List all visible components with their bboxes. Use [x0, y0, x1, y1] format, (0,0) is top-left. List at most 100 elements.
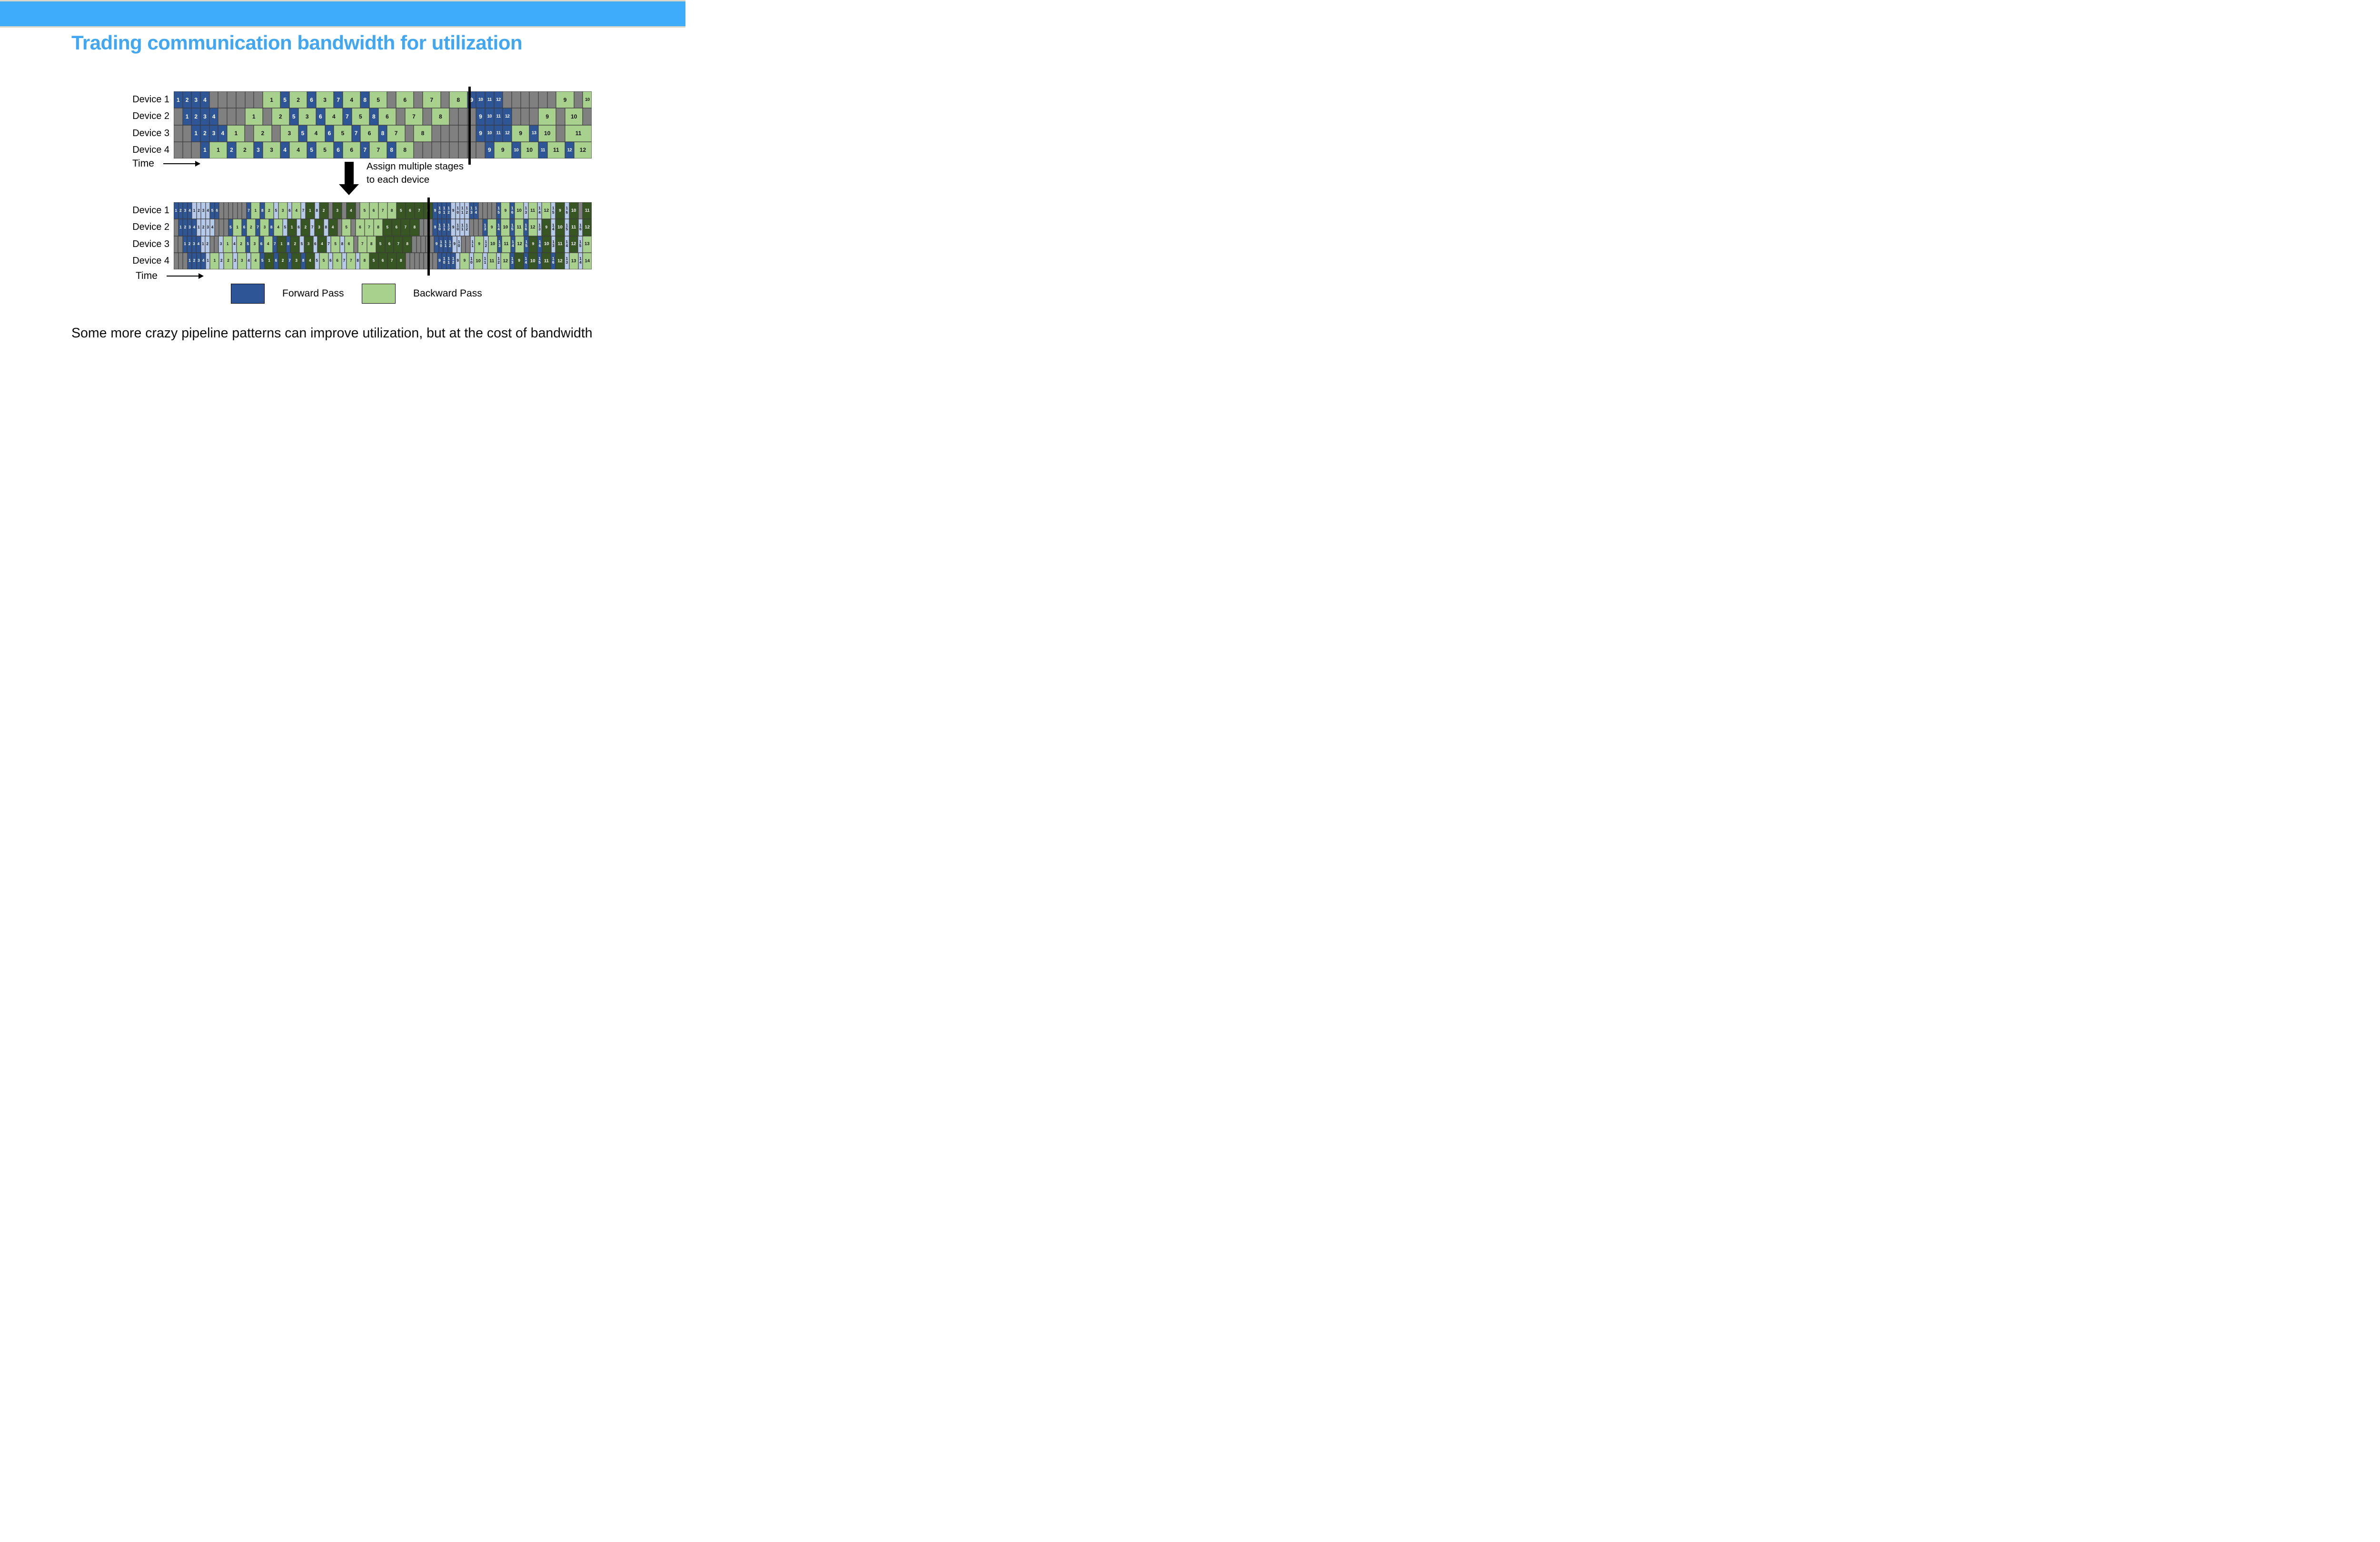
schedule-cell: 2: [183, 219, 188, 236]
schedule-cell: 4: [263, 236, 273, 253]
idle-cell: [236, 108, 245, 125]
schedule-cell: 7: [387, 252, 397, 269]
schedule-cell: 1 1: [446, 252, 451, 269]
schedule-row: 1234123456718253647182345678567891 01 11…: [174, 202, 592, 219]
schedule-cell: 3: [205, 219, 210, 236]
schedule-cell: 4: [187, 202, 192, 219]
schedule-cell: 3: [280, 125, 298, 142]
right-arrow-icon: [166, 273, 204, 278]
time-axis-top: Time: [132, 158, 200, 169]
schedule-cell: 6: [274, 252, 278, 269]
schedule-cell: 1 0: [455, 202, 460, 219]
schedule-cell: 1 3: [565, 252, 569, 269]
schedule-cell: 10: [515, 202, 524, 219]
schedule-cell: 7: [364, 219, 374, 236]
idle-cell: [414, 91, 423, 109]
idle-cell: [492, 202, 496, 219]
takeaway-text: Some more crazy pipeline patterns can im…: [71, 326, 593, 341]
schedule-cell: 1 2: [446, 202, 451, 219]
idle-cell: [228, 202, 233, 219]
schedule-cell: 7: [343, 108, 352, 125]
schedule-cell: 3: [191, 91, 201, 109]
idle-cell: [214, 219, 219, 236]
schedule-cell: 3: [250, 236, 259, 253]
schedule-cell: 11: [515, 219, 524, 236]
schedule-cell: 7: [378, 202, 387, 219]
schedule-cell: 1 2: [465, 202, 469, 219]
header-bar: [0, 1, 685, 26]
schedule-cell: 9: [451, 219, 456, 236]
schedule-cell: 2: [224, 252, 233, 269]
idle-cell: [428, 219, 433, 236]
schedule-cell: 9: [476, 108, 485, 125]
schedule-cell: 9: [501, 202, 510, 219]
schedule-cell: 6: [396, 91, 414, 109]
schedule-cell: 11: [547, 141, 565, 158]
idle-cell: [556, 108, 565, 125]
idle-cell: [396, 108, 405, 125]
schedule-cell: 1: [245, 108, 263, 125]
schedule-cell: 8: [314, 202, 319, 219]
idle-cell: [440, 125, 450, 142]
schedule-cell: 1: [210, 252, 219, 269]
schedule-cell: 3: [260, 219, 269, 236]
schedule-cell: 8: [260, 202, 265, 219]
schedule-cell: 1: [209, 141, 228, 158]
device-label: Device 3: [132, 128, 169, 138]
schedule-cell: 10: [474, 252, 483, 269]
schedule-cell: 4: [307, 125, 325, 142]
schedule-cell: 2: [182, 91, 192, 109]
schedule-cell: 9: [556, 91, 574, 109]
schedule-cell: 1 3: [469, 202, 474, 219]
schedule-cell: 5: [246, 236, 250, 253]
schedule-row: 1 2 3 4 1 2 5 3 6 4 7 5 8 6 7 8 9 10 11 12 9 10: [174, 108, 592, 125]
schedule-cell: 7: [387, 125, 405, 142]
schedule-cell: 2: [237, 236, 246, 253]
schedule-cell: 7: [255, 219, 260, 236]
schedule-cell: 5: [283, 219, 288, 236]
schedule-cell: 1: [174, 91, 183, 109]
schedule-cell: 3: [314, 219, 324, 236]
idle-cell: [458, 141, 467, 158]
idle-cell: [387, 91, 397, 109]
schedule-cell: 1: [192, 202, 197, 219]
schedule-cell: 5: [260, 252, 265, 269]
schedule-cell: 8: [374, 219, 383, 236]
schedule-cell: 6: [392, 219, 401, 236]
schedule-cell: 2: [192, 252, 197, 269]
schedule-cell: 12: [515, 236, 525, 253]
idle-cell: [242, 202, 247, 219]
schedule-cell: 11: [487, 252, 496, 269]
idle-cell: [353, 236, 358, 253]
schedule-cell: 9: [433, 202, 437, 219]
idle-cell: [538, 91, 547, 109]
schedule-cell: 10: [565, 108, 583, 125]
schedule-cell: 7: [357, 236, 367, 253]
idle-cell: [449, 141, 458, 158]
idle-cell: [233, 202, 238, 219]
schedule-cell: 10: [476, 91, 485, 109]
schedule-cell: 4: [232, 236, 237, 253]
device-label: Device 1: [132, 94, 169, 105]
backward-pass-swatch: [362, 284, 396, 304]
down-arrow-icon: [339, 162, 359, 195]
schedule-cell: 1 2: [451, 252, 456, 269]
schedule-cell: 1 6: [578, 219, 583, 236]
schedule-cell: 9: [437, 252, 442, 269]
schedule-cell: 7: [414, 202, 424, 219]
idle-cell: [328, 202, 333, 219]
idle-cell: [351, 219, 356, 236]
schedule-cell: 12: [503, 125, 512, 142]
schedule-cell: 7: [360, 141, 370, 158]
schedule-cell: 5: [274, 202, 278, 219]
schedule-cell: 8: [403, 236, 412, 253]
schedule-cell: 4: [210, 219, 215, 236]
idle-cell: [262, 108, 272, 125]
schedule-cell: 5: [396, 202, 406, 219]
schedule-cell: 8: [360, 91, 370, 109]
schedule-cell: 3: [304, 236, 313, 253]
schedule-cell: 6: [334, 141, 343, 158]
device-label: Device 3: [132, 238, 169, 249]
schedule-cell: 5: [369, 252, 378, 269]
schedule-cell: 10: [583, 91, 592, 109]
